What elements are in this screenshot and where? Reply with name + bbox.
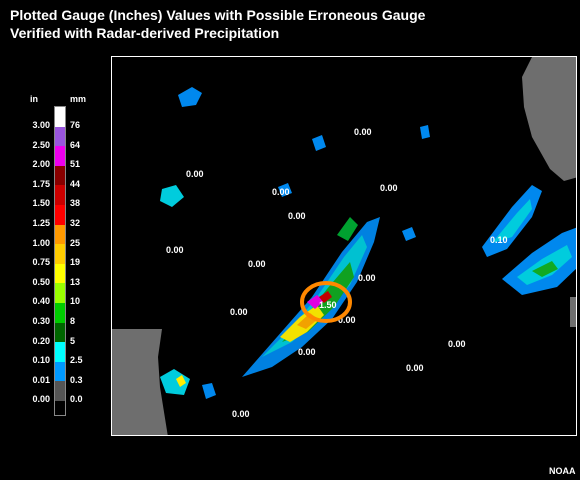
map-title-line2: Verified with Radar-derived Precipitatio… — [10, 25, 280, 41]
legend-label-mm: 32 — [70, 218, 81, 228]
no-data-region-bottom-left — [112, 329, 168, 435]
radar-map: 0.00 0.00 0.00 0.00 0.00 0.00 0.00 0.00 0.00 1.50… — [111, 56, 577, 436]
gauge-value: 0.00 — [380, 183, 398, 193]
legend-label-inches: 0.00 — [32, 394, 50, 405]
legend-label-mm: 51 — [70, 159, 81, 170]
gauge-value: 0.00 — [248, 259, 266, 269]
precip-scattered-cells — [160, 87, 430, 399]
legend-label-mm: 25 — [70, 237, 81, 248]
legend-swatch — [55, 361, 65, 382]
legend-swatch — [55, 165, 65, 186]
map-title-line1: Plotted Gauge (Inches) Values with Possi… — [10, 7, 426, 23]
legend-label-inches: 2.00 — [32, 159, 50, 170]
legend-swatch — [55, 342, 65, 363]
gauge-value: 0.00 — [358, 273, 376, 283]
gauge-value: 0.10 — [490, 235, 508, 245]
erroneous-gauge-highlight — [300, 281, 352, 323]
gauge-value: 0.00 — [338, 315, 356, 325]
precip-right-band — [482, 185, 576, 295]
legend-label-inches: 1.25 — [32, 218, 50, 228]
no-data-region-right — [570, 297, 576, 327]
gauge-value: 0.00 — [288, 211, 306, 221]
legend-label-inches: 0.30 — [32, 316, 50, 326]
precipitation-overlay — [112, 57, 576, 435]
legend-swatch — [55, 322, 65, 343]
legend-label-inches: 0.01 — [32, 374, 50, 385]
legend-swatch — [55, 224, 65, 245]
legend-label-inches: 2.50 — [32, 139, 50, 150]
legend-label-mm: 5 — [70, 335, 76, 346]
map-title: Plotted Gauge (Inches) Values with Possi… — [10, 6, 425, 42]
legend-label-mm: 44 — [70, 178, 81, 189]
no-data-region-top-right — [522, 57, 576, 181]
legend-label-mm: 0.3 — [70, 374, 83, 385]
legend-label-mm: 76 — [70, 120, 81, 130]
legend-color-bar — [54, 106, 66, 416]
legend-label-mm: 38 — [70, 198, 81, 209]
credit-label: NOAA — [549, 466, 576, 476]
legend-label-mm: 10 — [70, 296, 81, 307]
legend-label-inches: 0.40 — [32, 296, 50, 307]
legend-swatch — [55, 185, 65, 206]
legend-label-mm: 2.5 — [70, 355, 83, 366]
legend-label-mm: 19 — [70, 257, 81, 268]
legend-label-inches: 1.75 — [32, 178, 50, 189]
gauge-value: 0.00 — [298, 347, 316, 357]
gauge-value: 1.50 — [319, 300, 337, 310]
legend-swatch — [55, 263, 65, 284]
gauge-value: 0.00 — [186, 169, 204, 179]
gauge-value: 0.00 — [406, 363, 424, 373]
legend-swatch — [55, 303, 65, 324]
erroneous-gauge-circle — [300, 281, 352, 323]
gauge-value: 0.00 — [272, 187, 290, 197]
legend-swatch — [55, 146, 65, 167]
legend-label-inches: 0.10 — [32, 355, 50, 366]
gauge-value: 0.00 — [448, 339, 466, 349]
legend-swatch — [55, 244, 65, 265]
gauge-value: 0.00 — [232, 409, 250, 419]
legend-label-inches: 0.20 — [32, 335, 50, 346]
legend-label-inches: 3.00 — [32, 120, 50, 130]
legend-swatch — [55, 283, 65, 304]
legend-swatch — [55, 107, 65, 128]
legend-swatch — [55, 381, 65, 402]
gauge-value: 0.00 — [354, 127, 372, 137]
gauge-value: 0.00 — [230, 307, 248, 317]
legend-label-inches: 0.50 — [32, 276, 50, 287]
legend-label-mm: 64 — [70, 139, 81, 150]
legend-label-inches: 0.75 — [32, 257, 50, 268]
legend-swatch — [55, 205, 65, 226]
legend-swatch — [55, 126, 65, 147]
legend-label-mm: 8 — [70, 316, 76, 326]
legend-label-inches: 1.50 — [32, 198, 50, 209]
legend-label-mm: 13 — [70, 276, 81, 287]
legend-unit-mm: mm — [70, 94, 87, 104]
legend-unit-inches: in — [30, 94, 38, 104]
gauge-value: 0.00 — [166, 245, 184, 255]
legend-label-inches: 1.00 — [32, 237, 50, 248]
legend-label-mm: 0.0 — [70, 394, 83, 405]
